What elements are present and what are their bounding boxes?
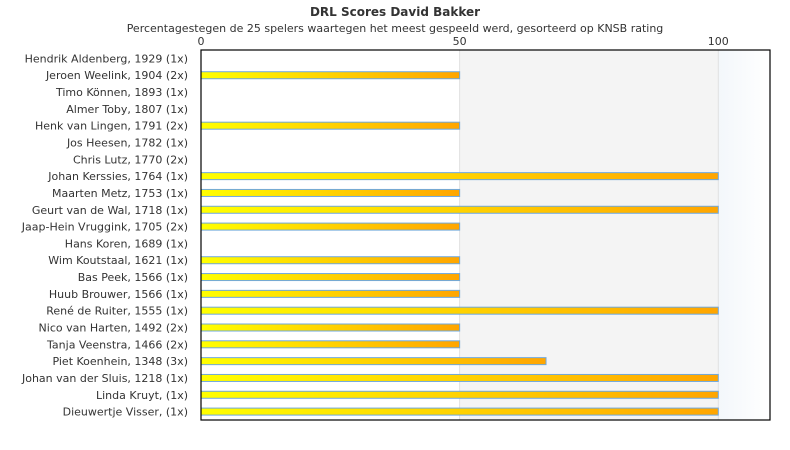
bar — [200, 273, 461, 282]
category-label: Tanja Veenstra, 1466 (2x) — [46, 338, 188, 351]
x-tick-label: 0 — [198, 35, 205, 48]
x-tick-label: 50 — [453, 35, 467, 48]
chart-title: DRL Scores David Bakker — [309, 5, 481, 19]
bar — [200, 390, 719, 399]
category-label: Henk van Lingen, 1791 (2x) — [35, 120, 188, 133]
bar — [200, 121, 461, 130]
bar — [200, 323, 461, 332]
category-label: Wim Koutstaal, 1621 (1x) — [48, 254, 188, 267]
category-label: Nico van Harten, 1492 (2x) — [39, 322, 188, 335]
bar — [200, 340, 461, 349]
category-label: Dieuwertje Visser, (1x) — [63, 406, 188, 419]
category-label: Johan Kerssies, 1764 (1x) — [47, 170, 188, 183]
category-label: Chris Lutz, 1770 (2x) — [73, 153, 188, 166]
category-label: Jaap-Hein Vruggink, 1705 (2x) — [21, 221, 188, 234]
category-label: Johan van der Sluis, 1218 (1x) — [21, 372, 188, 385]
category-label: Maarten Metz, 1753 (1x) — [52, 187, 188, 200]
bar — [200, 373, 719, 382]
bar — [200, 357, 547, 366]
category-label: Hans Koren, 1689 (1x) — [65, 237, 188, 250]
chart-subtitle: Percentagestegen de 25 spelers waartegen… — [126, 22, 664, 35]
category-label: Bas Peek, 1566 (1x) — [78, 271, 188, 284]
bar — [200, 222, 461, 231]
category-label: Hendrik Aldenberg, 1929 (1x) — [25, 52, 188, 65]
category-label: Piet Koenhein, 1348 (3x) — [52, 355, 188, 368]
category-label: Geurt van de Wal, 1718 (1x) — [32, 204, 188, 217]
bar — [200, 407, 719, 416]
bar — [200, 205, 719, 214]
x-tick-label: 100 — [708, 35, 729, 48]
category-label: Linda Kruyt, (1x) — [96, 389, 188, 402]
band-100-max — [718, 50, 770, 420]
category-label: Jos Heesen, 1782 (1x) — [66, 137, 188, 150]
category-label: Timo Können, 1893 (1x) — [55, 86, 188, 99]
bar — [200, 289, 461, 298]
bar — [200, 306, 719, 315]
category-label: Almer Toby, 1807 (1x) — [66, 103, 188, 116]
category-label: René de Ruiter, 1555 (1x) — [46, 305, 188, 318]
category-label: Huub Brouwer, 1566 (1x) — [49, 288, 188, 301]
bar — [200, 71, 461, 80]
bar — [200, 256, 461, 265]
bar — [200, 172, 719, 181]
bar — [200, 188, 461, 197]
plot-frame — [200, 49, 771, 421]
category-label: Jeroen Weelink, 1904 (2x) — [45, 69, 188, 82]
